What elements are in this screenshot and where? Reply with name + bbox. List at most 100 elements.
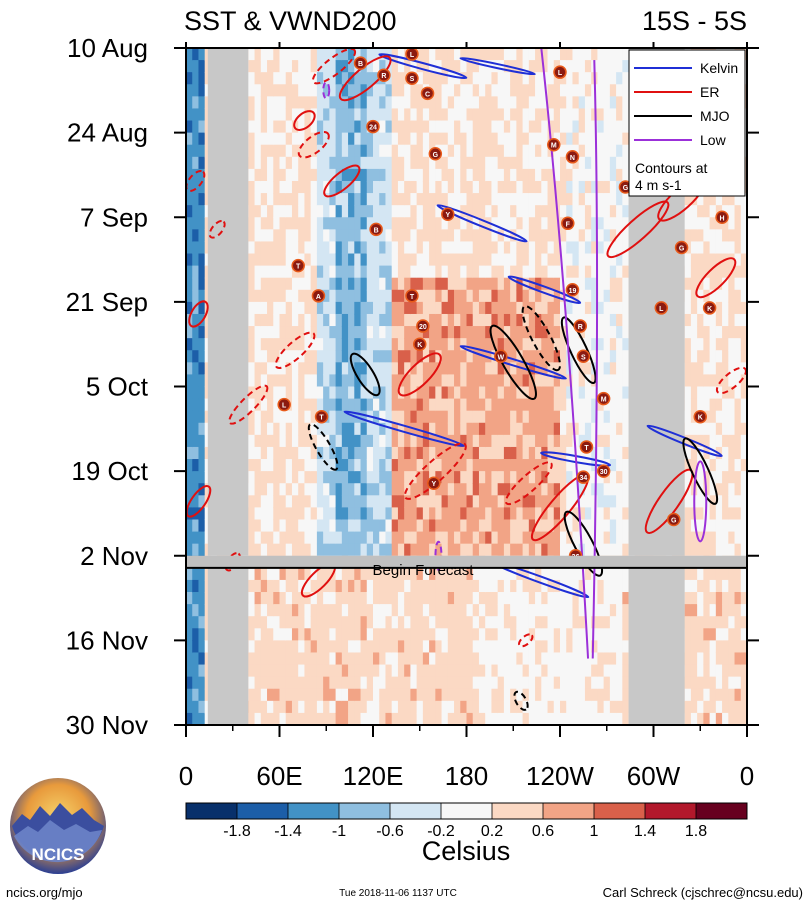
sst-cell bbox=[553, 712, 561, 725]
sst-cell bbox=[285, 156, 293, 170]
sst-cell bbox=[460, 616, 468, 629]
sst-cell bbox=[572, 507, 580, 521]
sst-cell bbox=[198, 265, 206, 279]
sst-cell bbox=[728, 301, 736, 315]
sst-cell bbox=[404, 543, 411, 557]
sst-cell bbox=[304, 628, 312, 641]
sst-cell bbox=[684, 567, 692, 581]
sst-cell bbox=[541, 60, 549, 73]
sst-cell bbox=[335, 410, 343, 424]
sst-cell bbox=[310, 168, 318, 182]
sst-cell bbox=[267, 72, 274, 85]
sst-cell bbox=[373, 72, 380, 85]
sst-cell bbox=[435, 108, 443, 122]
sst-cell bbox=[348, 108, 355, 122]
sst-cell bbox=[472, 543, 480, 557]
sst-cell bbox=[198, 543, 206, 557]
sst-cell bbox=[385, 628, 393, 641]
sst-cell bbox=[186, 289, 193, 303]
sst-cell bbox=[466, 616, 474, 629]
sst-cell bbox=[578, 567, 586, 581]
sst-cell bbox=[366, 277, 374, 291]
sst-cell bbox=[535, 507, 542, 521]
sst-cell bbox=[485, 253, 493, 267]
sst-cell bbox=[391, 180, 399, 194]
sst-cell bbox=[416, 471, 424, 484]
sst-cell bbox=[478, 398, 486, 412]
sst-cell bbox=[341, 205, 349, 218]
sst-cell bbox=[578, 495, 586, 508]
sst-cell bbox=[404, 422, 411, 436]
sst-cell bbox=[560, 422, 567, 436]
sst-cell bbox=[416, 241, 424, 255]
sst-cell bbox=[310, 241, 318, 255]
sst-cell bbox=[316, 338, 324, 351]
sst-cell bbox=[591, 168, 598, 182]
sst-cell bbox=[485, 241, 493, 255]
sst-cell bbox=[304, 579, 312, 593]
sst-cell bbox=[603, 229, 611, 243]
sst-cell bbox=[591, 277, 598, 291]
sst-cell bbox=[260, 48, 268, 61]
sst-cell bbox=[348, 84, 355, 97]
sst-cell bbox=[192, 398, 200, 412]
sst-cell bbox=[454, 60, 461, 73]
sst-cell bbox=[348, 495, 355, 508]
sst-cell bbox=[541, 84, 549, 97]
sst-cell bbox=[709, 676, 717, 690]
sst-cell bbox=[416, 289, 424, 303]
sst-cell bbox=[192, 676, 200, 690]
sst-cell bbox=[310, 96, 318, 110]
sst-cell bbox=[285, 446, 293, 460]
sst-cell bbox=[360, 313, 368, 327]
sst-cell bbox=[323, 205, 330, 218]
sst-cell bbox=[472, 422, 480, 436]
sst-cell bbox=[248, 84, 256, 97]
sst-cell bbox=[273, 60, 281, 73]
sst-cell bbox=[391, 604, 399, 617]
sst-cell bbox=[591, 410, 598, 424]
sst-cell bbox=[528, 120, 536, 134]
sst-cell bbox=[541, 519, 549, 533]
sst-cell bbox=[422, 132, 430, 146]
sst-cell bbox=[335, 289, 343, 303]
sst-cell bbox=[454, 604, 461, 617]
sst-cell bbox=[578, 229, 586, 243]
sst-cell bbox=[722, 507, 729, 521]
sst-cell bbox=[429, 277, 436, 291]
sst-cell bbox=[728, 241, 736, 255]
sst-cell bbox=[291, 265, 299, 279]
sst-cell bbox=[535, 422, 542, 436]
sst-cell bbox=[535, 471, 542, 484]
sst-cell bbox=[304, 374, 312, 388]
sst-cell bbox=[460, 241, 468, 255]
sst-cell bbox=[622, 168, 630, 182]
sst-cell bbox=[541, 592, 549, 605]
sst-cell bbox=[186, 531, 193, 545]
sst-cell bbox=[298, 374, 306, 388]
sst-cell bbox=[410, 410, 418, 424]
sst-cell bbox=[535, 84, 542, 97]
sst-cell bbox=[267, 48, 274, 61]
sst-cell bbox=[609, 217, 617, 230]
sst-cell bbox=[703, 434, 711, 448]
sst-cell bbox=[491, 241, 499, 255]
sst-cell bbox=[385, 313, 393, 327]
sst-cell bbox=[472, 241, 480, 255]
sst-cell bbox=[273, 326, 281, 339]
sst-cell bbox=[684, 664, 692, 678]
sst-cell bbox=[497, 592, 505, 605]
sst-cell bbox=[447, 132, 455, 146]
sst-cell bbox=[441, 459, 449, 472]
sst-cell bbox=[485, 84, 493, 97]
sst-cell bbox=[279, 144, 287, 158]
sst-cell bbox=[291, 132, 299, 146]
sst-cell bbox=[379, 471, 387, 484]
sst-cell bbox=[291, 72, 299, 85]
sst-cell bbox=[709, 543, 717, 557]
sst-cell bbox=[192, 217, 200, 230]
sst-cell bbox=[385, 386, 393, 400]
sst-cell bbox=[566, 326, 574, 339]
sst-cell bbox=[441, 700, 449, 714]
sst-cell bbox=[385, 180, 393, 194]
